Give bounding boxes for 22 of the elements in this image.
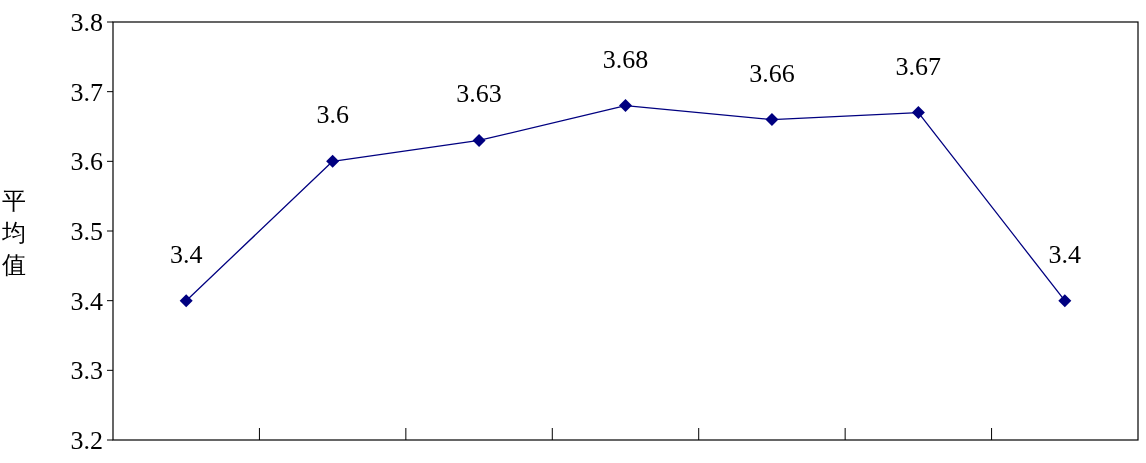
y-tick-label: 3.4 — [70, 286, 103, 316]
y-tick-label: 3.5 — [70, 217, 103, 246]
data-label: 3.6 — [316, 100, 349, 130]
y-tick-label: 3.3 — [70, 356, 103, 386]
y-axis-title: 平均值 — [1, 187, 26, 279]
data-label: 3.66 — [749, 58, 795, 88]
point — [179, 294, 193, 308]
y-tick-label: 3.2 — [70, 426, 103, 455]
data-label: 3.67 — [895, 51, 942, 81]
point — [1058, 294, 1072, 308]
data-label: 3.4 — [1048, 239, 1082, 269]
y-tick-label: 3.6 — [70, 147, 103, 177]
y-tick-label: 3.7 — [70, 77, 103, 107]
point — [472, 133, 486, 147]
data-label: 3.63 — [456, 79, 502, 109]
data-label: 3.68 — [602, 44, 649, 74]
y-tick-label: 3.8 — [70, 8, 103, 37]
data-label: 3.4 — [169, 239, 203, 269]
point — [911, 106, 925, 120]
point — [619, 99, 632, 113]
point — [326, 154, 340, 168]
point — [765, 113, 779, 127]
